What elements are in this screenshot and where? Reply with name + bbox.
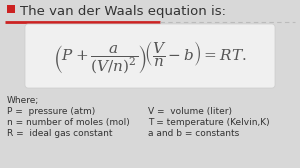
FancyBboxPatch shape <box>7 5 15 13</box>
FancyBboxPatch shape <box>25 24 275 88</box>
Text: P =  pressure (atm): P = pressure (atm) <box>7 107 95 116</box>
Text: R =  ideal gas constant: R = ideal gas constant <box>7 129 112 138</box>
Text: a and b = constants: a and b = constants <box>148 129 239 138</box>
Text: V =  volume (liter): V = volume (liter) <box>148 107 232 116</box>
Text: T = temperature (Kelvin,K): T = temperature (Kelvin,K) <box>148 118 270 127</box>
Text: $\left( P + \dfrac{a}{(V/n)^2} \right)\!\left( \dfrac{V}{n} - b \right) = RT.$: $\left( P + \dfrac{a}{(V/n)^2} \right)\!… <box>53 39 247 75</box>
Text: n = number of moles (mol): n = number of moles (mol) <box>7 118 130 127</box>
Text: The van der Waals equation is:: The van der Waals equation is: <box>20 6 226 18</box>
Text: Where;: Where; <box>7 96 39 105</box>
